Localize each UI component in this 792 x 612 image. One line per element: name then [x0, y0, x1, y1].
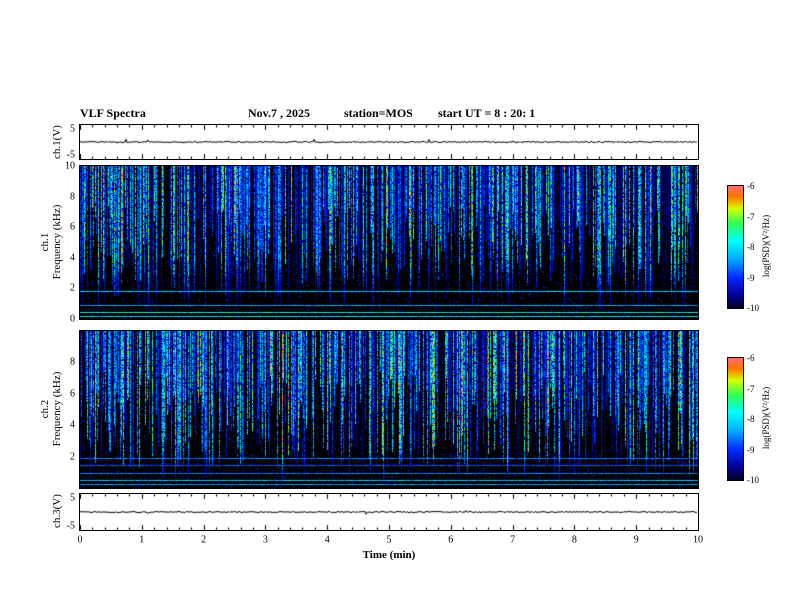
x-tick-label: 9: [633, 534, 639, 546]
colorbar-tick-label: -6: [747, 181, 755, 191]
spec2-y-tick-label: 6: [70, 388, 75, 400]
colorbar-ch2: [727, 357, 744, 481]
spec1-y-tick-label: 8: [70, 191, 75, 203]
x-tick-label: 4: [324, 534, 330, 546]
colorbar-label-ch1: log(PSD)(V²/Hz): [761, 214, 771, 278]
x-tick-label: 2: [201, 534, 207, 546]
strip1-y-tick-label: -5: [66, 149, 75, 161]
spec2-y-tick-label: 8: [70, 356, 75, 368]
colorbar-tick-label: -8: [747, 414, 755, 424]
x-tick-label: 6: [448, 534, 454, 546]
x-tick-label: 7: [510, 534, 516, 546]
frequency-label-line: Frequency (kHz): [51, 204, 63, 280]
spec2-y-tick-label: 4: [70, 419, 75, 431]
ch3-voltage-ylabel: ch.3(V): [51, 494, 63, 528]
spec1-y-tick-label: 2: [70, 282, 75, 294]
ch1-voltage-panel: [79, 124, 699, 160]
plot-station: station=MOS: [344, 106, 413, 120]
ch1-spectrogram-panel: [79, 165, 699, 320]
frequency-label-line2: Frequency (kHz): [51, 371, 63, 447]
colorbar-tick-label: -7: [747, 383, 755, 394]
colorbar-tick-label: -10: [747, 303, 759, 313]
colorbar-tick-label: -6: [747, 353, 755, 363]
ch1-voltage-ylabel: ch.1(V): [51, 125, 63, 159]
strip3-y-tick-label: -5: [66, 520, 75, 532]
ch3-voltage-panel: [79, 493, 699, 531]
spec1-y-tick-label: 6: [70, 221, 75, 233]
ch1-spectrogram-ylabel: ch.1 Frequency (kHz): [39, 205, 63, 280]
spec2-y-tick-label: 2: [70, 451, 75, 463]
strip3-y-tick-label: 5: [70, 492, 75, 504]
plot-date: Nov.7 , 2025: [248, 106, 311, 120]
spec1-y-tick-label: 4: [70, 252, 75, 264]
colorbar-label-ch2: log(PSD)(V²/Hz): [761, 386, 771, 450]
ch2-spectrogram-panel: [79, 330, 699, 489]
plot-title: VLF Spectra: [80, 106, 146, 120]
colorbar-tick-label: -7: [747, 211, 755, 222]
ch1-label-line: ch.1: [39, 232, 51, 252]
colorbar-tick-label: -9: [747, 444, 755, 455]
ch2-label-line: ch.2: [39, 399, 51, 419]
spec1-y-tick-label: 0: [70, 313, 75, 325]
plot-start-ut: start UT = 8 : 20: 1: [438, 106, 536, 120]
x-tick-label: 0: [77, 534, 83, 546]
strip1-y-tick-label: 5: [70, 123, 75, 135]
x-tick-label: 10: [693, 534, 703, 546]
x-tick-label: 8: [571, 534, 577, 546]
x-tick-label: 5: [386, 534, 392, 546]
spec1-y-tick-label: 10: [65, 160, 75, 172]
colorbar-ch1: [727, 185, 744, 309]
x-axis-label: Time (min): [362, 549, 416, 561]
colorbar-tick-label: -9: [747, 272, 755, 283]
colorbar-tick-label: -10: [747, 475, 759, 485]
ch2-spectrogram-ylabel: ch.2 Frequency (kHz): [39, 372, 63, 447]
x-tick-label: 3: [262, 534, 268, 546]
x-tick-label: 1: [139, 534, 145, 546]
colorbar-tick-label: -8: [747, 242, 755, 252]
